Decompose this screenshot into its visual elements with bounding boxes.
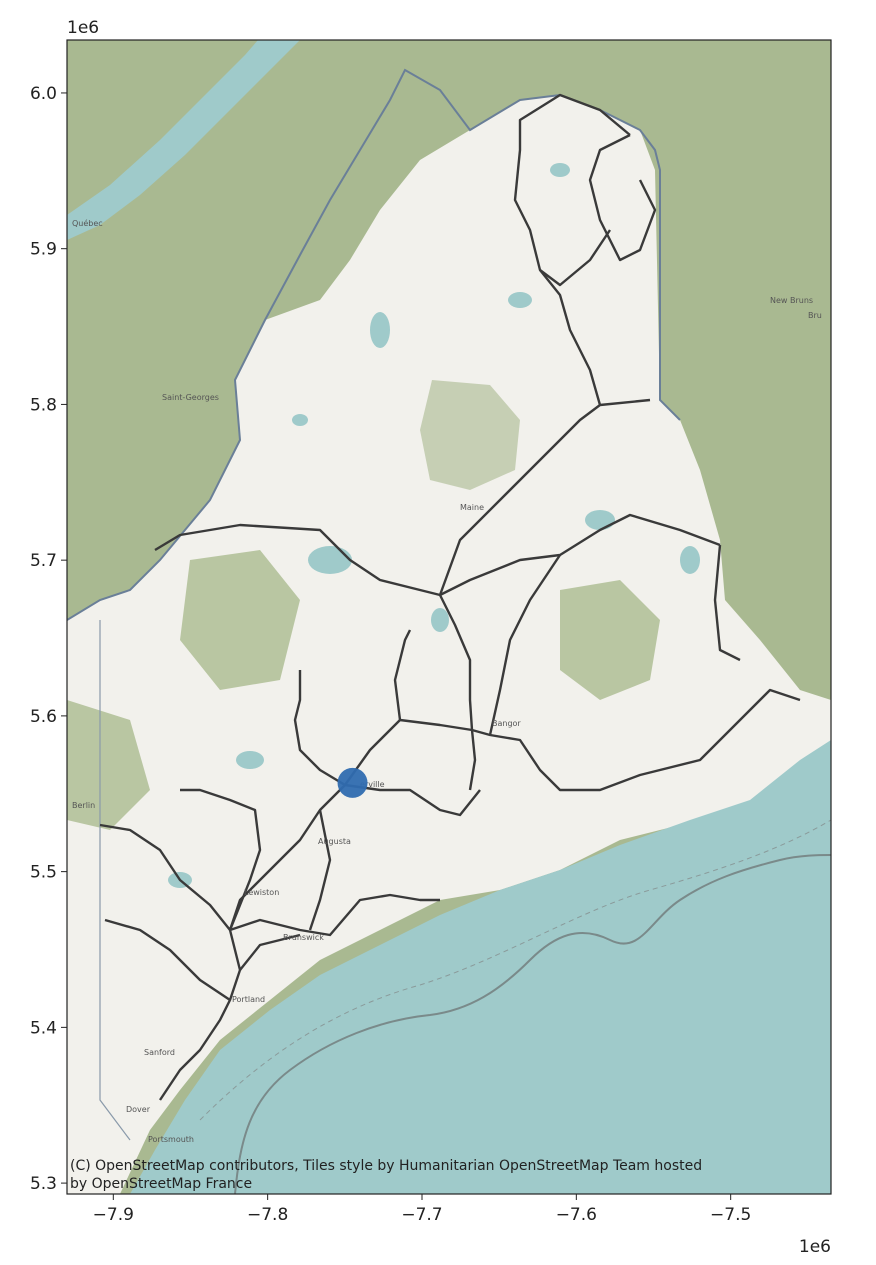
place-label: Portsmouth <box>148 1135 194 1144</box>
road <box>239 933 301 971</box>
lake <box>292 414 308 426</box>
y-tick-label: 5.5 <box>30 863 57 883</box>
place-label: Bangor <box>492 719 521 728</box>
x-tick-label: −7.7 <box>401 1205 442 1225</box>
road-network <box>99 93 801 1101</box>
y-axis: 5.3 5.4 5.5 5.6 5.7 5.8 5.9 6.0 <box>30 84 67 1194</box>
road <box>99 823 231 931</box>
road <box>344 783 481 817</box>
lake <box>585 510 615 530</box>
place-label: Dover <box>126 1105 151 1114</box>
forest-patch-east <box>560 580 660 700</box>
y-tick-label: 5.7 <box>30 551 57 571</box>
x-offset-label: 1e6 <box>799 1237 831 1257</box>
axes-frame <box>66 39 832 1195</box>
lake <box>370 312 390 348</box>
road <box>713 544 741 662</box>
forest-patch-central <box>420 380 520 490</box>
road <box>539 229 611 287</box>
place-label: Brunswick <box>283 933 324 942</box>
road <box>471 688 801 792</box>
place-label: Bru <box>808 311 822 320</box>
st-lawrence-river <box>67 40 300 240</box>
road <box>180 788 262 931</box>
place-label: New Bruns <box>770 296 813 305</box>
lake <box>680 546 700 574</box>
y-tick-label: 5.4 <box>30 1018 57 1038</box>
lake <box>431 608 449 632</box>
maine-land <box>67 95 831 1194</box>
road <box>229 893 440 937</box>
attribution-line-2: by OpenStreetMap France <box>70 1176 252 1192</box>
nh-maine-border <box>99 620 131 1141</box>
road <box>488 554 561 736</box>
lake <box>236 751 264 769</box>
road <box>293 670 346 787</box>
maritime-boundary <box>234 854 831 1194</box>
x-tick-label: −7.9 <box>93 1205 134 1225</box>
forest-patch-west <box>180 550 300 690</box>
road <box>588 133 657 262</box>
road <box>399 718 473 732</box>
x-tick-label: −7.8 <box>247 1205 288 1225</box>
place-label: Saint-Georges <box>162 393 219 402</box>
y-tick-label: 5.8 <box>30 395 57 415</box>
y-offset-label: 1e6 <box>67 18 99 38</box>
data-point <box>337 767 368 798</box>
y-tick-label: 5.6 <box>30 707 57 727</box>
forest-patch-southwest <box>67 700 150 830</box>
place-label: Québec <box>72 218 103 228</box>
road <box>393 629 412 721</box>
road <box>308 809 332 931</box>
place-label: Sanford <box>144 1048 175 1057</box>
place-label: Lewiston <box>244 888 279 897</box>
x-tick-label: −7.6 <box>556 1205 597 1225</box>
y-tick-label: 6.0 <box>30 84 57 104</box>
road <box>438 594 477 791</box>
maine-quebec-border <box>67 68 681 621</box>
x-axis: −7.9 −7.8 −7.7 −7.6 −7.5 <box>93 1194 751 1225</box>
lake <box>550 163 570 177</box>
basemap: Québec Saint-Georges New Bruns Bru Maine… <box>67 40 831 1194</box>
place-label: Augusta <box>318 837 351 846</box>
lake <box>308 546 352 574</box>
lake <box>508 292 532 308</box>
attribution-line-1: (C) OpenStreetMap contributors, Tiles st… <box>70 1158 702 1174</box>
gulf-of-maine <box>130 700 831 1194</box>
place-label: Portland <box>232 995 265 1004</box>
x-tick-label: −7.5 <box>710 1205 751 1225</box>
road <box>104 918 231 1001</box>
maritime-boundary-inner <box>199 819 831 1121</box>
y-tick-label: 5.3 <box>30 1174 57 1194</box>
place-labels: Québec Saint-Georges New Bruns Bru Maine… <box>72 218 822 1144</box>
place-label: erville <box>360 780 385 789</box>
data-points <box>337 767 368 798</box>
place-label: Berlin <box>72 801 95 810</box>
place-label: Maine <box>460 503 484 512</box>
road <box>513 93 631 406</box>
y-tick-label: 5.9 <box>30 240 57 260</box>
